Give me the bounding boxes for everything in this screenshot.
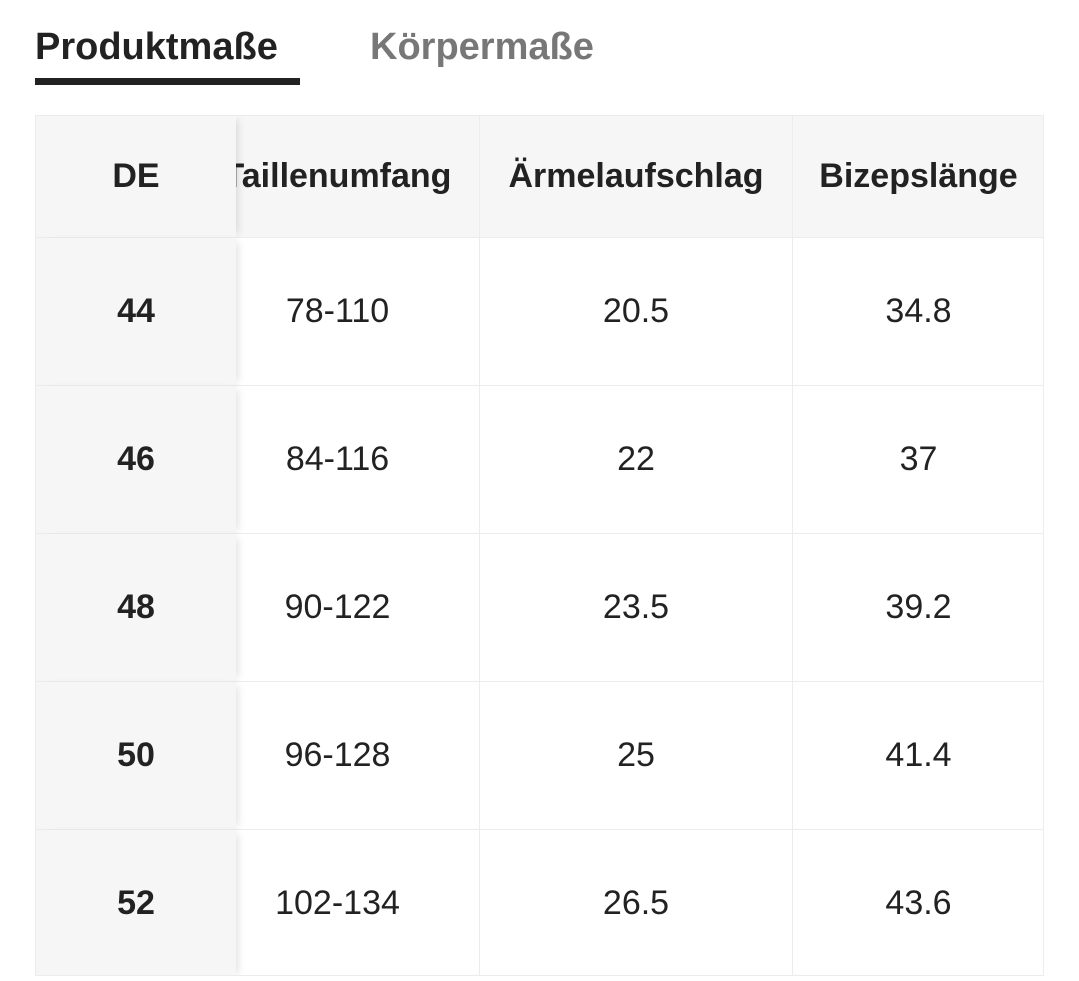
size-cell: 48 — [36, 534, 236, 682]
header-cell: Taillenumfang — [196, 116, 480, 238]
table-cell: 39.2 — [793, 534, 1043, 682]
tab-active[interactable]: Produktmaße — [35, 26, 278, 68]
table-cell: 25 — [480, 682, 793, 830]
size-cell: 52 — [36, 830, 236, 975]
size-cell: 44 — [36, 238, 236, 386]
table-cell: 78-110 — [196, 238, 480, 386]
table-cell: 34.8 — [793, 238, 1043, 386]
table-cell: 22 — [480, 386, 793, 534]
table-cell: 96-128 — [196, 682, 480, 830]
size-table: DE Taillenumfang Ärmelaufschlag Bizepslänge… — [35, 115, 1044, 976]
size-cell: 50 — [36, 682, 236, 830]
table-cell: 23.5 — [480, 534, 793, 682]
table-cell: 37 — [793, 386, 1043, 534]
tab-underline — [35, 78, 300, 85]
table-cell: 102-134 — [196, 830, 480, 975]
table-cell: 43.6 — [793, 830, 1043, 975]
header-cell: Ärmelaufschlag — [480, 116, 793, 238]
header-cell: Bizepslänge — [793, 116, 1043, 238]
table-cell: 84-116 — [196, 386, 480, 534]
table-cell: 41.4 — [793, 682, 1043, 830]
table-cell: 90-122 — [196, 534, 480, 682]
table-cell: 26.5 — [480, 830, 793, 975]
table-cell: 20.5 — [480, 238, 793, 386]
header-cell: DE — [36, 116, 236, 238]
size-cell: 46 — [36, 386, 236, 534]
tab-inactive[interactable]: Körpermaße — [370, 26, 594, 68]
